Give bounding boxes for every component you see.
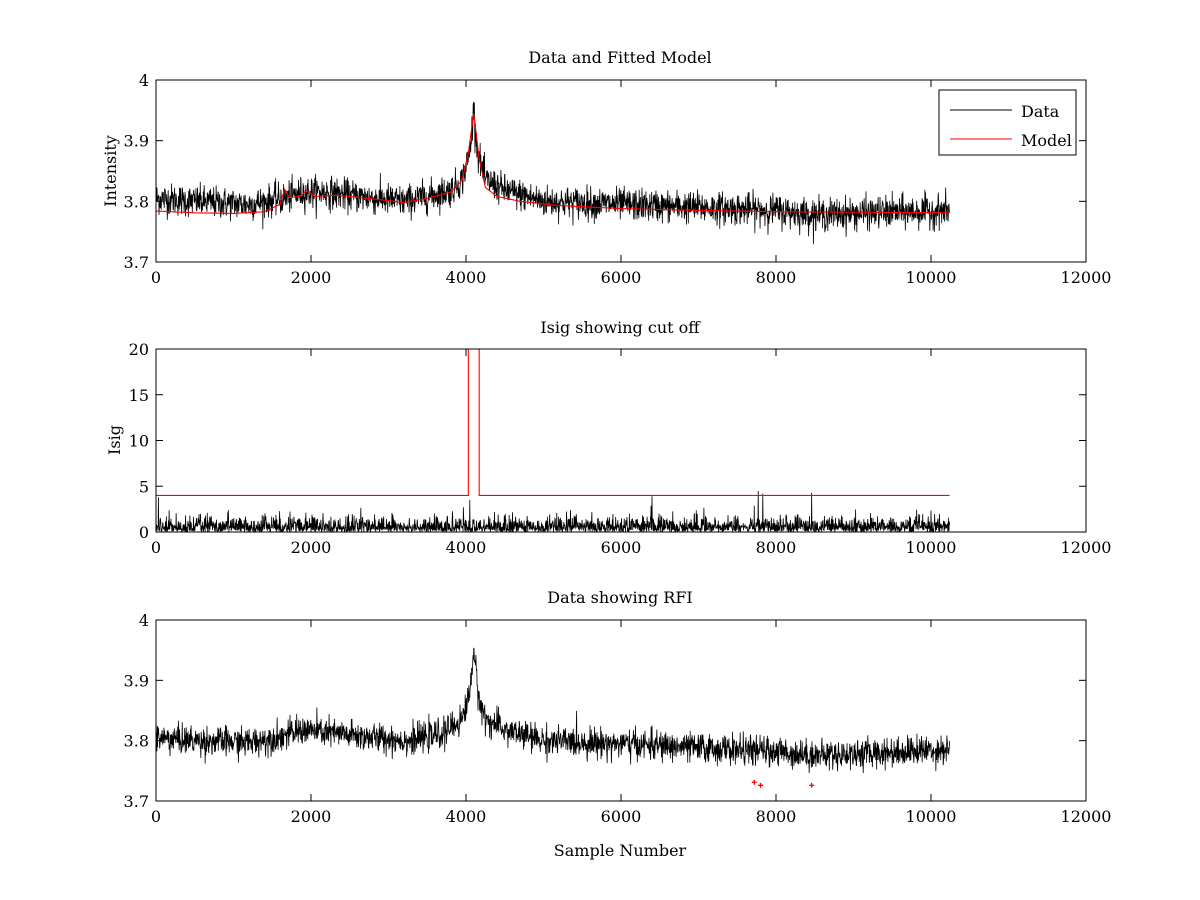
panel-data-model: Data and Fitted Model Intensity 0 2000 400… [101, 48, 1111, 287]
x-tick-label: 12000 [1061, 807, 1112, 826]
y-tick-label: 5 [139, 477, 149, 496]
panel-isig: Isig showing cut off Isig 0 2000 4000 6000 8… [105, 318, 1112, 557]
y-tick-label: 3.7 [124, 253, 149, 272]
x-tick-label: 2000 [291, 807, 332, 826]
y-tick-label: 3.9 [124, 671, 149, 690]
y-tick-label: 3.8 [124, 192, 149, 211]
x-tick-label: 6000 [601, 807, 642, 826]
legend-model-label: Model [1021, 131, 1072, 150]
panel-rfi: Data showing RFI Sample Number 0 2000 4000… [124, 588, 1112, 860]
x-tick-label: 0 [151, 807, 161, 826]
y-tick-label: 10 [129, 432, 149, 451]
y-tick-label: 0 [139, 523, 149, 542]
panel-2-ylabel: Isig [105, 425, 124, 455]
legend: Data Model [938, 89, 1077, 156]
series-3-data [156, 647, 950, 774]
x-tick-label: 8000 [756, 807, 797, 826]
panel-1-plot: 0 2000 4000 6000 8000 10000 12000 3.7 3.8 3.9 4 [124, 71, 1112, 287]
x-tick-label: 10000 [906, 538, 957, 557]
x-tick-label: 10000 [906, 268, 957, 287]
x-tick-label: 8000 [756, 538, 797, 557]
y-tick-label: 3.7 [124, 792, 149, 811]
series-2-cut-off [156, 349, 950, 496]
rfi-marker [751, 779, 757, 785]
y-tick-label: 4 [139, 71, 149, 90]
panel-1-title: Data and Fitted Model [528, 48, 711, 67]
x-tick-label: 6000 [601, 268, 642, 287]
x-tick-label: 4000 [446, 538, 487, 557]
x-tick-label: 0 [151, 538, 161, 557]
x-tick-label: 12000 [1061, 538, 1112, 557]
panel-2-plot: 0 2000 4000 6000 8000 10000 12000 0 5 10 15 20 [129, 340, 1112, 557]
y-tick-label: 20 [129, 340, 149, 359]
x-tick-label: 6000 [601, 538, 642, 557]
legend-box [938, 89, 1077, 156]
panel-2-data-layer [156, 349, 950, 532]
x-tick-label: 12000 [1061, 268, 1112, 287]
x-tick-label: 10000 [906, 807, 957, 826]
series-2-isig [156, 490, 950, 532]
x-tick-label: 2000 [291, 268, 332, 287]
panel-2-title: Isig showing cut off [540, 318, 701, 337]
x-tick-label: 4000 [446, 268, 487, 287]
panel-3-plot: 0 2000 4000 6000 8000 10000 12000 3.7 3.8 3.9 4 [124, 611, 1112, 826]
y-tick-label: 3.9 [124, 132, 149, 151]
rfi-marker [758, 782, 763, 788]
x-tick-label: 8000 [756, 268, 797, 287]
y-tick-label: 3.8 [124, 732, 149, 751]
panel-3-title: Data showing RFI [547, 588, 692, 607]
y-tick-label: 15 [129, 386, 149, 405]
y-tick-label: 4 [139, 611, 149, 630]
rfi-marker [809, 782, 815, 788]
panel-3-xlabel: Sample Number [554, 841, 687, 860]
series-1-model [156, 113, 950, 215]
x-tick-label: 0 [151, 268, 161, 287]
x-tick-label: 4000 [446, 807, 487, 826]
panel-1-data-layer [156, 102, 950, 245]
panel-1-ylabel: Intensity [101, 135, 120, 207]
panel-3-data-layer [156, 647, 950, 788]
series-1-data [156, 102, 950, 245]
legend-data-label: Data [1021, 102, 1060, 121]
x-tick-label: 2000 [291, 538, 332, 557]
